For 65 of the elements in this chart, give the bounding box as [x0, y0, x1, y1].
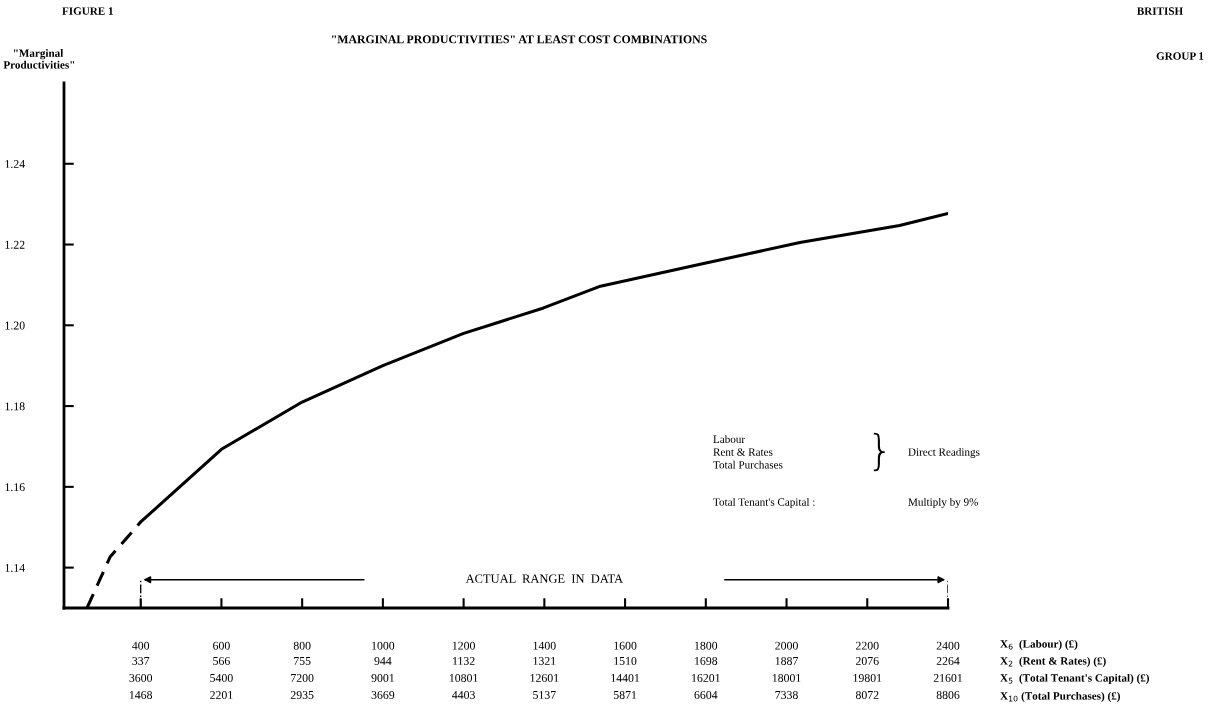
text: 566: [213, 657, 230, 665]
text: 21601: [933, 673, 963, 682]
text: 1132: [453, 657, 475, 665]
y-tick-label: 1.24: [5, 160, 25, 169]
annotation: Labour Rent & Rates Total Purchases: [713, 435, 783, 469]
text: 19801: [853, 673, 882, 682]
x-tick-label: 2400: [936, 641, 960, 650]
text: 1321: [533, 657, 556, 665]
annotation: Total Tenant's Capital :: [713, 497, 815, 509]
text: 14401: [611, 673, 640, 682]
text: X$_{6}$ (Labour) (£): [1000, 639, 1078, 650]
x-tick-label: 2200: [855, 641, 879, 650]
text: 2935: [290, 691, 314, 699]
text: X$_{5}$ (Total Tenant's Capital) (£): [1000, 673, 1150, 684]
text: 1887: [775, 656, 798, 665]
text: 3669: [371, 691, 395, 699]
text: 5871: [613, 690, 637, 699]
y-tick-label: 1.22: [5, 240, 25, 249]
annotation: ACTUAL RANGE IN DATA: [465, 574, 624, 583]
text: 5400: [210, 673, 233, 682]
x-tick-label: 1400: [533, 641, 556, 650]
text: GROUP 1: [1156, 52, 1204, 60]
y-axis-title: "Marginal Productivities": [3, 49, 75, 69]
text: 2264: [936, 657, 960, 665]
text: 7200: [291, 673, 314, 682]
y-tick-label: 1.18: [5, 402, 25, 411]
chart-title: "MARGINAL PRODUCTIVITIES" AT LEAST COST COMBINATIONS: [332, 35, 707, 44]
text: 337: [132, 657, 150, 665]
text: 8072: [855, 690, 879, 699]
y-tick-label: 1.16: [5, 483, 25, 492]
caption: FIGURE 1: [62, 7, 113, 15]
x-tick-label: 2000: [775, 641, 798, 650]
text: 2076: [855, 656, 879, 665]
x-tick-label: 1000: [372, 641, 395, 650]
text: 7338: [775, 690, 798, 699]
annotation: Multiply by 9%: [908, 497, 978, 509]
text: 18001: [772, 673, 801, 682]
text: 755: [294, 657, 311, 665]
x-tick-label: 1200: [452, 641, 475, 650]
text: 10801: [449, 673, 478, 682]
text: X$_{2}$ (Rent & Rates) (£): [1000, 656, 1106, 667]
text: 5137: [533, 691, 556, 699]
text: 944: [374, 657, 392, 665]
text: 12601: [530, 673, 559, 682]
text: 3600: [129, 673, 153, 682]
text: 2201: [210, 690, 233, 699]
text: 1510: [614, 656, 637, 665]
x-tick-label: 800: [293, 641, 311, 650]
x-tick-label: 1600: [614, 641, 637, 650]
y-tick-label: 1.20: [5, 321, 25, 330]
annotation: Direct Readings: [908, 447, 980, 459]
text: 1468: [129, 690, 153, 699]
text: X$_{10}$ (Total Purchases) (£): [1000, 691, 1120, 702]
text: 16201: [692, 673, 720, 682]
x-tick-label: 1800: [695, 641, 718, 650]
text: 1698: [695, 656, 718, 665]
annotation: }: [873, 432, 885, 472]
text: BRITISH: [1137, 7, 1183, 15]
text: 4403: [452, 690, 475, 699]
text: 8806: [936, 690, 960, 699]
text: 6604: [694, 690, 718, 699]
text: 9001: [371, 673, 394, 682]
y-tick-label: 1.14: [5, 563, 25, 572]
x-tick-label: 600: [213, 641, 230, 650]
x-tick-label: 400: [132, 641, 150, 650]
